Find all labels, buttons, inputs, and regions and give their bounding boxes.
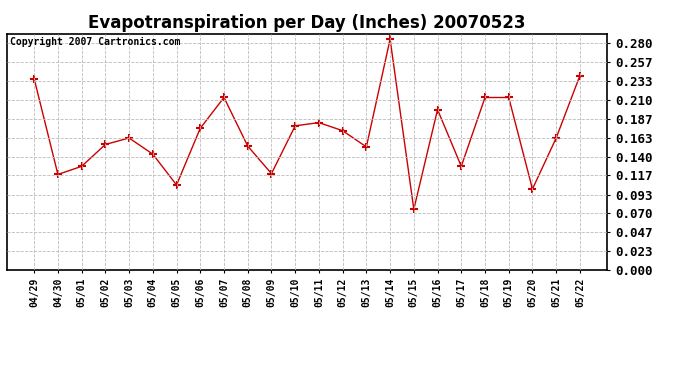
- Text: Copyright 2007 Cartronics.com: Copyright 2007 Cartronics.com: [10, 37, 180, 47]
- Title: Evapotranspiration per Day (Inches) 20070523: Evapotranspiration per Day (Inches) 2007…: [88, 14, 526, 32]
